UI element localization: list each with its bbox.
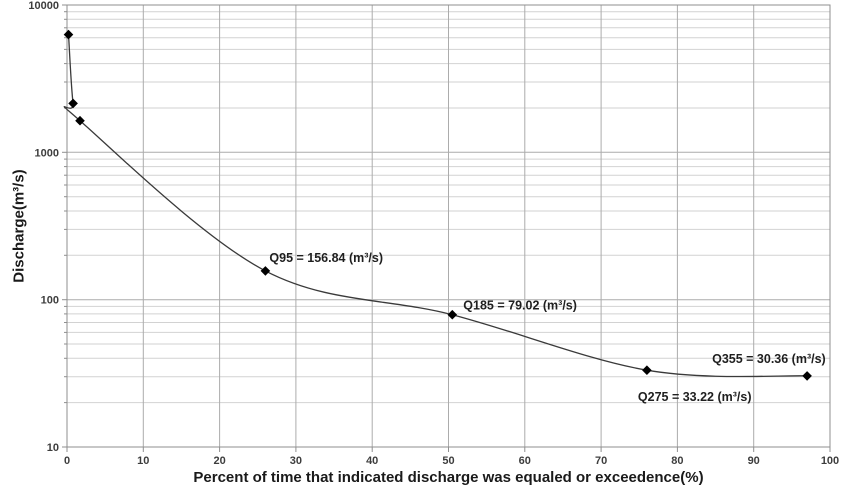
x-axis-tick-label: 50 [442, 455, 454, 467]
y-axis-title: Discharge(m³/s) [10, 169, 28, 283]
y-axis-tick-label: 10 [47, 442, 59, 454]
x-axis-title: Percent of time that indicated discharge… [193, 469, 704, 486]
x-axis-tick-label: 20 [213, 455, 225, 467]
point-annotation: Q185 = 79.02 (m³/s) [463, 299, 577, 313]
data-point-marker [68, 98, 78, 109]
x-axis-tick-label: 60 [519, 455, 531, 467]
data-point-marker [63, 29, 74, 40]
x-axis-tick-label: 90 [748, 455, 760, 467]
y-axis-tick-label: 10000 [28, 0, 59, 12]
point-annotation: Q95 = 156.84 (m³/s) [269, 251, 383, 265]
x-axis-tick-label: 80 [671, 455, 683, 467]
data-point-marker [642, 365, 652, 375]
x-axis-tick-label: 40 [366, 455, 378, 467]
point-annotation: Q355 = 30.36 (m³/s) [712, 352, 826, 366]
flow-duration-curve [63, 34, 808, 378]
x-axis-tick-label: 70 [595, 455, 607, 467]
x-axis-tick-label: 30 [290, 455, 302, 467]
data-point-marker [260, 266, 271, 276]
data-point-marker [75, 115, 85, 126]
data-point-marker [447, 309, 458, 320]
x-axis-tick-label: 0 [64, 455, 70, 467]
y-axis-tick-label: 100 [41, 295, 59, 307]
data-point-marker [802, 371, 812, 381]
x-axis-tick-label: 100 [821, 455, 839, 467]
y-axis-tick-label: 1000 [35, 147, 59, 159]
point-annotation: Q275 = 33.22 (m³/s) [638, 390, 752, 404]
x-axis-tick-label: 10 [137, 455, 149, 467]
